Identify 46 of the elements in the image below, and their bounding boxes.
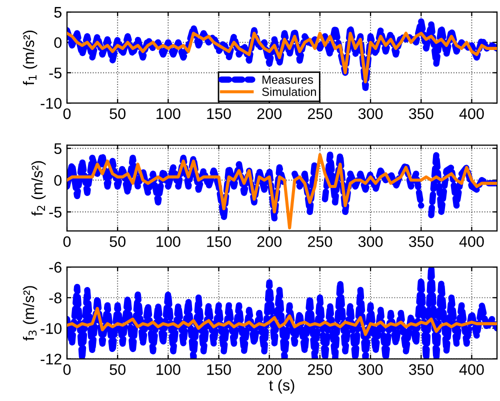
y-tick-label: -6	[49, 262, 62, 273]
x-tick-label: 400	[459, 364, 484, 375]
x-tick-label: 400	[459, 236, 484, 248]
y-tick-label: -10	[40, 323, 62, 334]
x-tick-label: 250	[308, 364, 332, 375]
y-tick-label: 5	[54, 143, 62, 154]
x-tick-label: 250	[308, 108, 332, 120]
x-tick-label: 50	[110, 364, 126, 375]
x-axis-title: t (s)	[269, 379, 294, 394]
y-axis-title: f$_{1}$ (m/s²)	[22, 30, 38, 86]
x-tick-label: 350	[408, 108, 434, 120]
y-tick-label: -8	[49, 292, 62, 304]
legend-label: Simulation	[262, 87, 316, 96]
x-tick-label: 200	[257, 236, 282, 248]
x-tick-label: 100	[156, 364, 180, 375]
x-tick-label: 150	[207, 236, 231, 248]
y-tick-label: -5	[49, 206, 62, 218]
x-tick-label: 400	[459, 108, 484, 120]
y-tick-label: -10	[40, 98, 62, 109]
y-tick-label: -5	[49, 68, 62, 78]
line-series	[67, 306, 497, 336]
x-tick-label: 300	[358, 364, 383, 375]
x-tick-label: 350	[408, 236, 434, 248]
x-tick-label: 100	[156, 108, 180, 120]
x-tick-label: 300	[358, 108, 383, 120]
x-tick-label: 0	[63, 236, 71, 248]
y-axis-title: f$_{3}$ (m/s²)	[22, 286, 38, 341]
x-tick-label: 50	[110, 108, 126, 120]
y-tick-label: -12	[40, 354, 62, 364]
x-tick-label: 300	[358, 236, 383, 248]
y-axis-title: f$_{2}$ (m/s²)	[31, 161, 46, 216]
y-tick-label: 0	[54, 174, 62, 186]
x-tick-label: 0	[63, 364, 71, 375]
x-tick-label: 150	[207, 364, 231, 375]
x-tick-label: 250	[308, 236, 332, 248]
y-tick-label: 0	[54, 37, 62, 48]
x-tick-label: 0	[63, 108, 71, 120]
x-tick-label: 50	[110, 236, 126, 248]
legend-label: Measures	[262, 76, 314, 84]
x-tick-label: 150	[207, 108, 231, 120]
y-tick-label: 5	[54, 7, 62, 18]
x-tick-label: 100	[156, 236, 180, 248]
x-tick-label: 350	[408, 364, 434, 375]
x-tick-label: 200	[257, 364, 282, 375]
line-series	[67, 32, 497, 84]
x-tick-label: 200	[257, 108, 282, 120]
